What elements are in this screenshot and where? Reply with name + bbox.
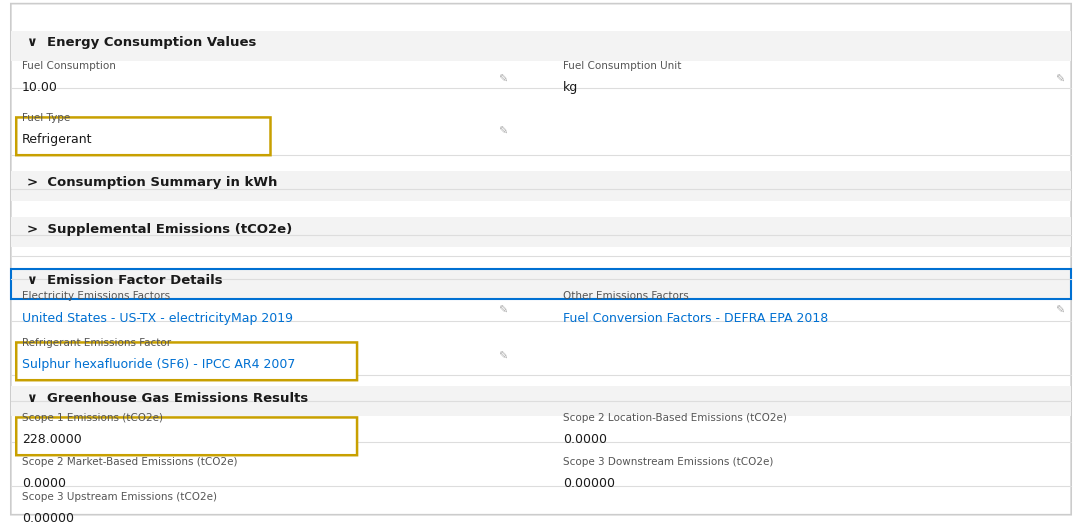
FancyBboxPatch shape <box>16 417 357 455</box>
Text: ✎: ✎ <box>498 352 507 362</box>
Text: ✎: ✎ <box>498 75 507 85</box>
Text: >  Supplemental Emissions (tCO2e): > Supplemental Emissions (tCO2e) <box>27 223 292 236</box>
Text: Scope 3 Upstream Emissions (tCO2e): Scope 3 Upstream Emissions (tCO2e) <box>22 492 216 502</box>
Text: ✎: ✎ <box>498 127 507 137</box>
Text: 0.0000: 0.0000 <box>22 477 66 490</box>
Bar <box>11 217 1071 247</box>
Bar <box>11 171 1071 201</box>
Bar <box>11 269 1071 299</box>
Text: Other Emissions Factors: Other Emissions Factors <box>563 291 688 301</box>
Text: Fuel Consumption Unit: Fuel Consumption Unit <box>563 61 681 71</box>
Text: ∨  Greenhouse Gas Emissions Results: ∨ Greenhouse Gas Emissions Results <box>27 392 308 405</box>
Text: Scope 2 Location-Based Emissions (tCO2e): Scope 2 Location-Based Emissions (tCO2e) <box>563 413 787 423</box>
Text: Refrigerant Emissions Factor: Refrigerant Emissions Factor <box>22 338 171 348</box>
Text: kg: kg <box>563 81 578 94</box>
FancyBboxPatch shape <box>16 118 270 155</box>
Text: 0.00000: 0.00000 <box>563 477 615 490</box>
Text: Refrigerant: Refrigerant <box>22 133 92 146</box>
Text: 228.0000: 228.0000 <box>22 433 81 446</box>
Text: Scope 1 Emissions (tCO2e): Scope 1 Emissions (tCO2e) <box>22 413 162 423</box>
Text: ✎: ✎ <box>498 306 507 316</box>
Text: Sulphur hexafluoride (SF6) - IPCC AR4 2007: Sulphur hexafluoride (SF6) - IPCC AR4 20… <box>22 358 295 371</box>
Text: Fuel Type: Fuel Type <box>22 112 70 123</box>
FancyBboxPatch shape <box>11 4 1071 514</box>
Text: >  Consumption Summary in kWh: > Consumption Summary in kWh <box>27 176 277 189</box>
Text: 0.00000: 0.00000 <box>22 512 74 525</box>
Text: Fuel Consumption: Fuel Consumption <box>22 61 116 71</box>
FancyBboxPatch shape <box>16 342 357 380</box>
Text: ∨  Emission Factor Details: ∨ Emission Factor Details <box>27 275 223 287</box>
Bar <box>11 269 1071 299</box>
Text: Electricity Emissions Factors: Electricity Emissions Factors <box>22 291 170 301</box>
Text: Fuel Conversion Factors - DEFRA EPA 2018: Fuel Conversion Factors - DEFRA EPA 2018 <box>563 312 828 324</box>
Text: 0.0000: 0.0000 <box>563 433 607 446</box>
Text: United States - US-TX - electricityMap 2019: United States - US-TX - electricityMap 2… <box>22 312 292 324</box>
Text: ✎: ✎ <box>1055 306 1065 316</box>
Text: Scope 3 Downstream Emissions (tCO2e): Scope 3 Downstream Emissions (tCO2e) <box>563 457 773 467</box>
Text: ✎: ✎ <box>1055 75 1065 85</box>
Text: ∨  Energy Consumption Values: ∨ Energy Consumption Values <box>27 36 256 49</box>
Bar <box>11 386 1071 416</box>
Text: 10.00: 10.00 <box>22 81 57 94</box>
Bar <box>11 31 1071 61</box>
Text: Scope 2 Market-Based Emissions (tCO2e): Scope 2 Market-Based Emissions (tCO2e) <box>22 457 237 467</box>
